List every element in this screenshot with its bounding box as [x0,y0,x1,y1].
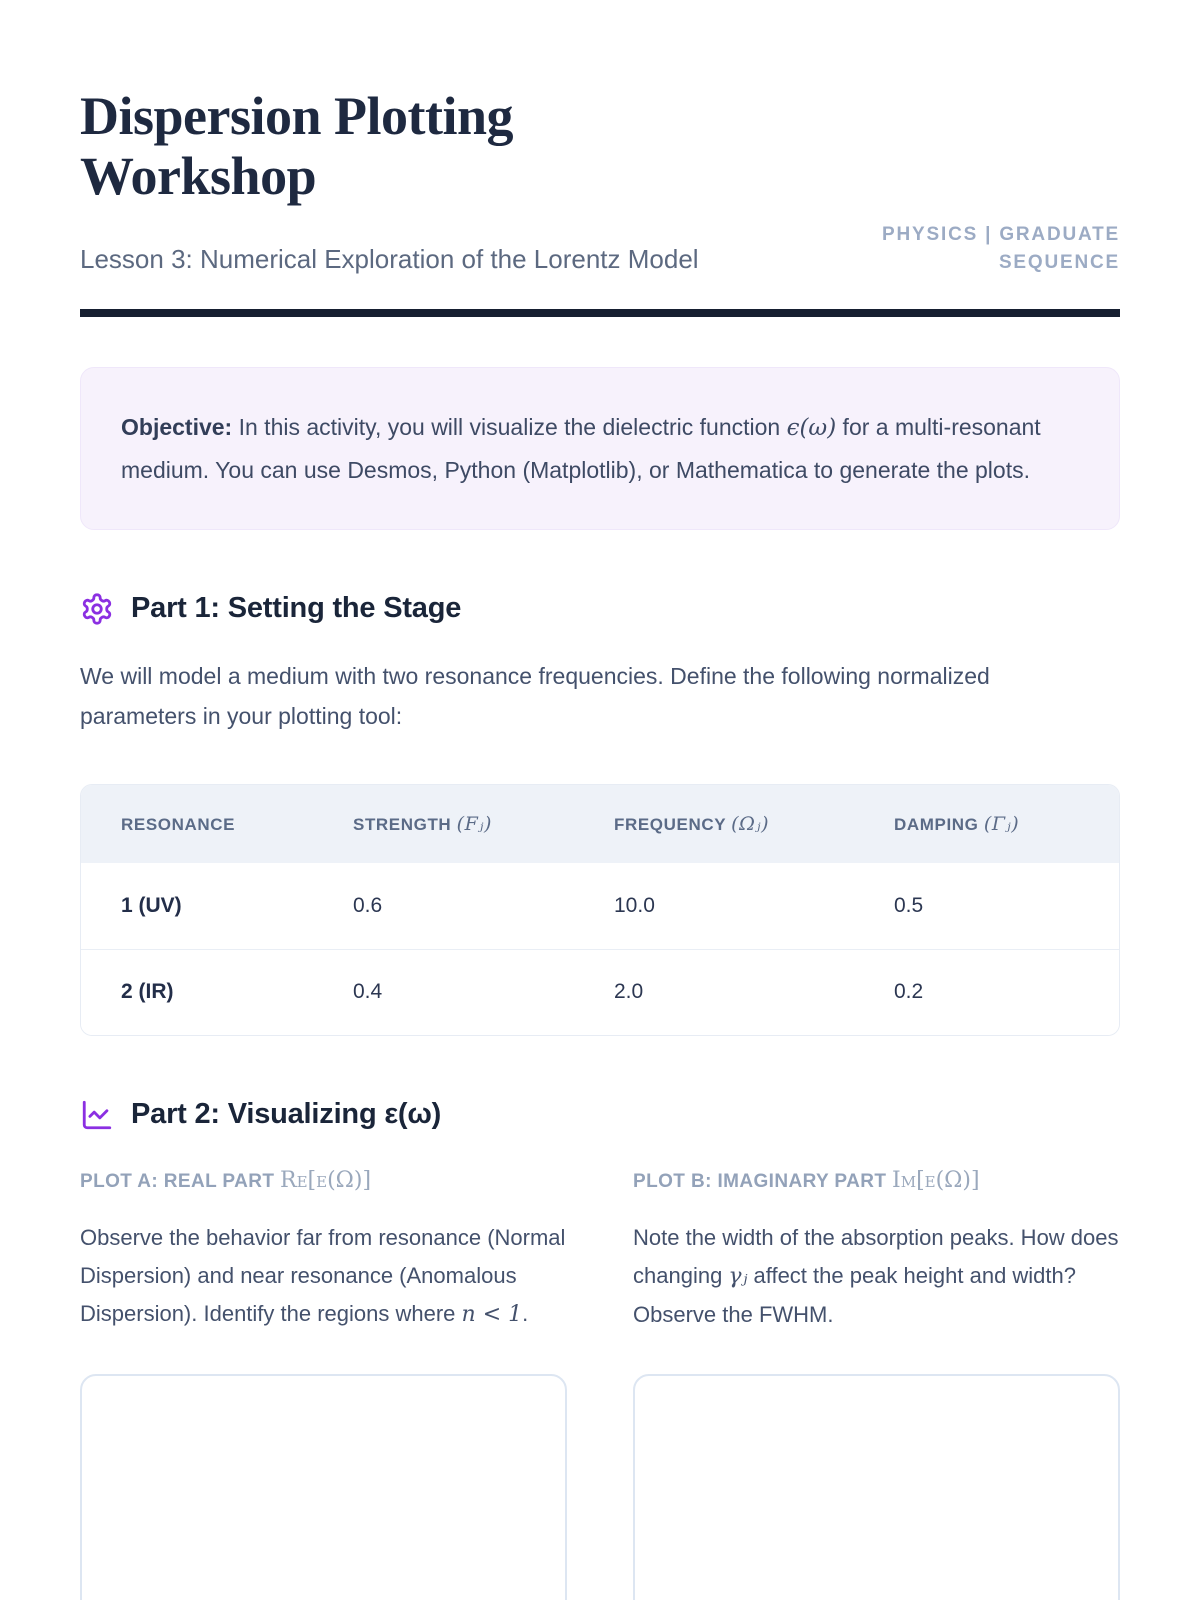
table-row: 2 (IR) 0.4 2.0 0.2 [81,948,1119,1035]
cell-strength: 0.4 [353,980,383,1004]
objective-text-1: In this activity, you will visualize the… [232,413,787,440]
column-header-damping: DAMPING (Γⱼ) [894,812,1020,835]
plot-a-inline-math: n < 1 [461,1301,523,1327]
plot-b-inline-math: γⱼ [728,1263,748,1289]
plot-b-label: PLOT B: IMAGINARY PART Im[ϵ(Ω)] [633,1167,980,1193]
header-divider [80,308,1120,317]
cell-frequency: 10.0 [614,893,655,917]
column-header-frequency: FREQUENCY (Ωⱼ) [614,812,770,835]
header-meta-row: Lesson 3: Numerical Exploration of the L… [80,221,1120,281]
part2-title: Part 2: Visualizing ε(ω) [131,1098,442,1131]
plot-a-label: PLOT A: REAL PART Re[ϵ(Ω)] [80,1167,372,1193]
plot-b-label-math: Im[ϵ(Ω)] [892,1167,980,1193]
part1-heading: Part 1: Setting the Stage [80,592,1120,626]
course-kicker: PHYSICS | GRADUATE SEQUENCE [882,223,1120,273]
objective-callout: Objective: In this activity, you will vi… [80,366,1120,530]
cell-damping: 0.5 [894,893,924,917]
plot-b-column: PLOT B: IMAGINARY PART Im[ϵ(Ω)] Note the… [633,1168,1120,1600]
parameter-table: RESONANCE STRENGTH (Fⱼ) FREQUENCY (Ωⱼ) D… [80,783,1120,1036]
cell-damping: 0.2 [894,980,924,1004]
part1-intro: We will model a medium with two resonanc… [80,662,990,729]
objective-math: ϵ(ω) [786,414,837,441]
cell-resonance: 2 (IR) [121,980,174,1004]
part1-title: Part 1: Setting the Stage [131,592,462,625]
plot-b-placeholder [633,1373,1120,1600]
table-row: 1 (UV) 0.6 10.0 0.5 [81,862,1119,949]
column-header-strength: STRENGTH (Fⱼ) [353,812,493,835]
plot-columns: PLOT A: REAL PART Re[ϵ(Ω)] Observe the b… [80,1168,1120,1600]
part2-heading: Part 2: Visualizing ε(ω) [80,1098,1120,1132]
table-header-row: RESONANCE STRENGTH (Fⱼ) FREQUENCY (Ωⱼ) D… [81,784,1119,863]
objective-text-2: for a multi-resonant medium. You can use… [121,413,1041,483]
lesson-subtitle: Lesson 3: Numerical Exploration of the L… [80,243,699,274]
plot-a-placeholder [80,1373,567,1600]
plot-a-column: PLOT A: REAL PART Re[ϵ(Ω)] Observe the b… [80,1168,567,1600]
page-title: Dispersion Plotting Workshop [80,86,514,207]
column-header-resonance: RESONANCE [121,814,236,834]
plot-b-instructions: Note the width of the absorption peaks. … [633,1224,1119,1327]
cell-frequency: 2.0 [614,980,644,1004]
objective-label: Objective: [121,413,233,440]
plot-a-instructions: Observe the behavior far from resonance … [80,1224,566,1327]
chart-line-icon [82,1100,112,1130]
cell-resonance: 1 (UV) [121,893,182,917]
plot-a-label-math: Re[ϵ(Ω)] [280,1167,372,1193]
gear-icon [82,593,112,625]
cell-strength: 0.6 [353,893,383,917]
